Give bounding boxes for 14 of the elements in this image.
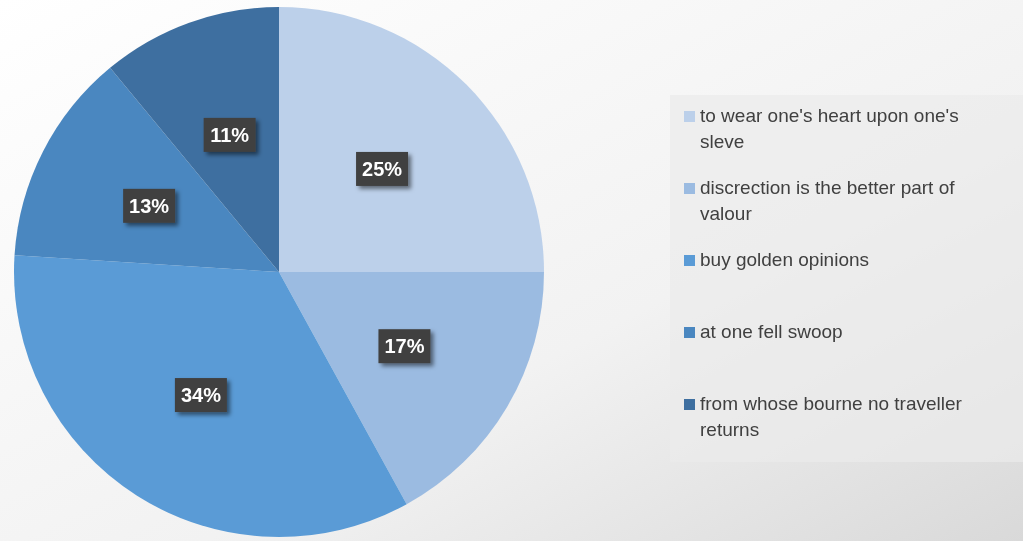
legend-label: at one fell swoop <box>700 320 844 344</box>
data-label: 25% <box>362 157 403 180</box>
data-label: 13% <box>129 194 170 217</box>
pie-slice <box>279 7 544 272</box>
legend-label: discrection is the better part of valour <box>700 176 956 226</box>
data-label: 17% <box>384 335 425 358</box>
legend-label: buy golden opinions <box>700 248 871 272</box>
pie-slice <box>14 67 279 272</box>
pie-slice <box>279 272 544 505</box>
legend-label: from whose bourne no traveller returns <box>700 392 963 442</box>
data-label: 11% <box>210 123 250 146</box>
data-label: 34% <box>180 384 222 407</box>
pie-slice <box>110 7 279 272</box>
legend-label: to wear one's heart upon one's sleve <box>700 104 960 154</box>
